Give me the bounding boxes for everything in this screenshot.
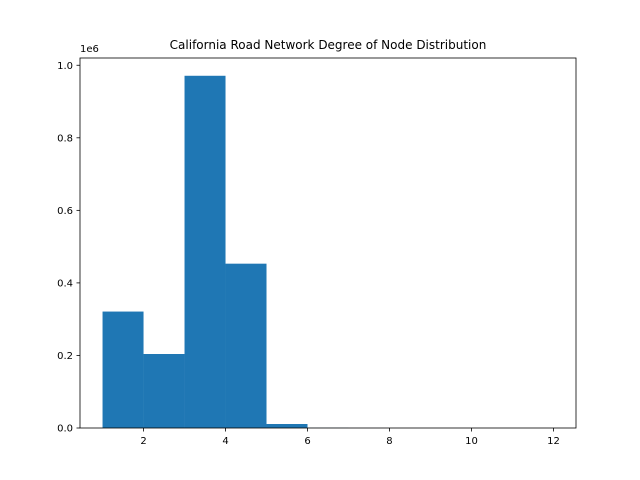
y-tick-label: 0.4	[57, 278, 73, 289]
x-axis-ticks: 2 4 6 8 10 12	[140, 428, 560, 447]
x-tick-label: 4	[222, 436, 228, 447]
y-tick-label: 0.6	[57, 206, 73, 217]
histogram-bar	[143, 354, 185, 428]
x-tick-label: 2	[140, 436, 146, 447]
histogram-bar	[225, 263, 267, 428]
x-tick-label: 6	[304, 436, 310, 447]
histogram-bar	[102, 311, 144, 428]
y-tick-label: 1.0	[57, 61, 73, 72]
histogram-bar	[266, 424, 308, 428]
y-tick-label: 0.2	[57, 351, 73, 362]
y-tick-label: 0.0	[57, 424, 73, 435]
x-tick-label: 8	[386, 436, 392, 447]
y-axis-scale-label: 1e6	[80, 44, 99, 55]
axes-frame	[79, 57, 577, 429]
chart-title: California Road Network Degree of Node D…	[170, 38, 487, 52]
x-tick-label: 12	[547, 436, 560, 447]
y-tick-label: 0.8	[57, 133, 73, 144]
y-axis-ticks: 0.0 0.2 0.4 0.6 0.8 1.0	[57, 61, 80, 435]
histogram-bar	[184, 75, 226, 429]
bars	[102, 75, 554, 429]
x-tick-label: 10	[465, 436, 478, 447]
